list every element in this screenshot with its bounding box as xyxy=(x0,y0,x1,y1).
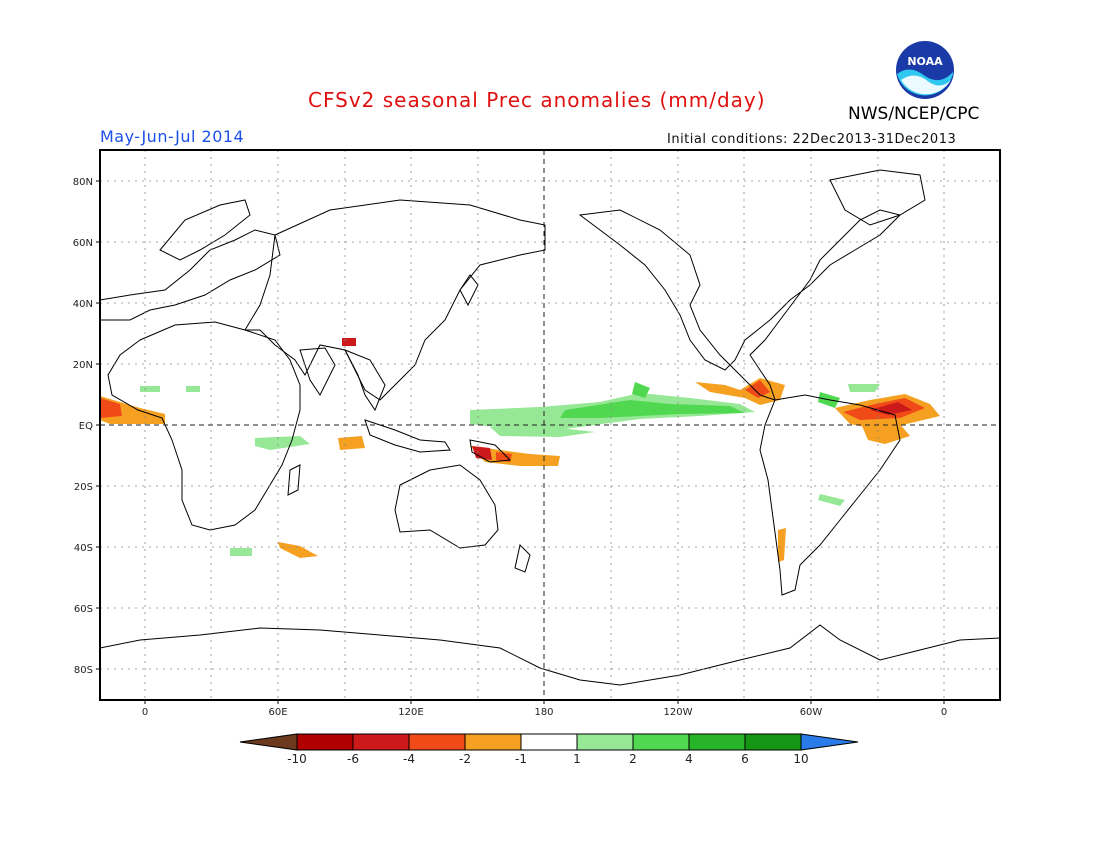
colorbar-label: -10 xyxy=(287,752,307,766)
colorbar-arrow-left xyxy=(239,733,298,751)
maritime-continent-dry-anomaly-core xyxy=(472,446,492,460)
noaa-logo: NOAA xyxy=(896,41,954,99)
south-indian-ocean-wet-anomaly xyxy=(230,548,252,556)
west-africa-dry-anomaly-core xyxy=(100,398,122,418)
colorbar-label: -1 xyxy=(515,752,527,766)
colorbar-label: -6 xyxy=(347,752,359,766)
india-outline xyxy=(299,347,336,396)
pacific-wet-anomaly-core xyxy=(632,382,650,398)
colorbar-arrow-right xyxy=(800,733,859,751)
pacific-wet-anomaly xyxy=(490,427,595,437)
coastlines xyxy=(99,169,1001,686)
colorbar-label: -2 xyxy=(459,752,471,766)
indochina-outline xyxy=(343,349,386,412)
australia-outline xyxy=(394,464,499,549)
indonesia-outline xyxy=(364,419,451,453)
south-asia-dry-anomaly xyxy=(342,338,356,346)
atlantic-wet-anomaly xyxy=(848,384,880,392)
colorbar-swatch xyxy=(464,733,522,751)
colorbar-swatch xyxy=(296,733,354,751)
lat-label: 80S xyxy=(74,665,93,676)
madagascar-outline xyxy=(287,464,301,496)
pacific-wet-anomaly-core xyxy=(560,400,745,418)
maritime-continent-dry-anomaly xyxy=(470,446,560,466)
lon-label: 180 xyxy=(534,707,553,718)
africa-wet-anomaly xyxy=(186,386,200,392)
lat-label: 40N xyxy=(73,299,93,310)
europe-outline xyxy=(99,229,281,321)
logo-text: NOAA xyxy=(907,55,943,68)
antarctica-outline xyxy=(99,624,1001,686)
latitude-labels: 80N 60N 40N 20N EQ 20S 40S 60S 80S xyxy=(73,177,93,676)
lon-label: 60E xyxy=(268,707,287,718)
lat-label: EQ xyxy=(79,421,93,432)
atlantic-dry-anomaly-core xyxy=(870,402,912,415)
north-america-outline xyxy=(578,209,901,401)
initial-conditions-label: Initial conditions: 22Dec2013-31Dec2013 xyxy=(667,132,957,147)
lat-label: 60S xyxy=(74,604,93,615)
colorbar-label: 1 xyxy=(573,752,581,766)
lat-label: 60N xyxy=(73,238,93,249)
agency-label: NWS/NCEP/CPC xyxy=(848,104,980,124)
africa-wet-anomaly xyxy=(140,386,160,392)
colorbar-swatch xyxy=(744,733,802,751)
brazil-dry-anomaly xyxy=(862,424,910,444)
new-guinea-outline xyxy=(469,439,512,463)
reference-lines xyxy=(100,150,1000,700)
asia-outline xyxy=(244,199,546,401)
south-atlantic-wet-anomaly xyxy=(818,494,845,506)
colorbar-swatch xyxy=(352,733,410,751)
map-title: CFSv2 seasonal Prec anomalies (mm/day) xyxy=(308,88,766,112)
scandinavia-outline xyxy=(159,199,251,261)
colorbar-label: 4 xyxy=(685,752,693,766)
anomaly-shading xyxy=(100,338,940,562)
colorbar-swatch xyxy=(576,733,634,751)
tick-marks xyxy=(96,180,945,704)
lat-label: 20N xyxy=(73,360,93,371)
new-zealand-outline xyxy=(514,543,531,573)
lat-label: 20S xyxy=(74,482,93,493)
colorbar-label: 6 xyxy=(741,752,749,766)
lon-label: 0 xyxy=(142,707,148,718)
colorbar-swatch xyxy=(632,733,690,751)
south-america-outline xyxy=(759,394,901,596)
colorbar-swatch xyxy=(688,733,746,751)
central-america-dry-anomaly-core xyxy=(745,380,770,398)
longitude-labels: 0 60E 120E 180 120W 60W 0 xyxy=(142,707,947,718)
season-label: May-Jun-Jul 2014 xyxy=(100,127,245,146)
colorbar-swatch xyxy=(408,733,466,751)
colorbar: -10 -6 -4 -2 -1 1 2 4 6 10 xyxy=(239,733,859,766)
south-america-dry-anomaly xyxy=(778,528,786,562)
lon-label: 60W xyxy=(800,707,823,718)
africa-outline xyxy=(107,321,301,531)
lat-label: 80N xyxy=(73,177,93,188)
south-indian-ocean-dry-anomaly xyxy=(278,542,318,558)
colorbar-swatch xyxy=(520,733,578,751)
lat-label: 40S xyxy=(74,543,93,554)
colorbar-label: 2 xyxy=(629,752,637,766)
greenland-outline xyxy=(829,169,926,226)
lon-label: 120E xyxy=(398,707,423,718)
lon-label: 120W xyxy=(664,707,693,718)
indian-ocean-wet-anomaly xyxy=(255,436,310,450)
colorbar-label: -4 xyxy=(403,752,415,766)
maritime-continent-dry-anomaly-core xyxy=(496,452,512,462)
indian-ocean-dry-anomaly xyxy=(338,436,365,450)
lon-label: 0 xyxy=(941,707,947,718)
colorbar-label: 10 xyxy=(793,752,808,766)
